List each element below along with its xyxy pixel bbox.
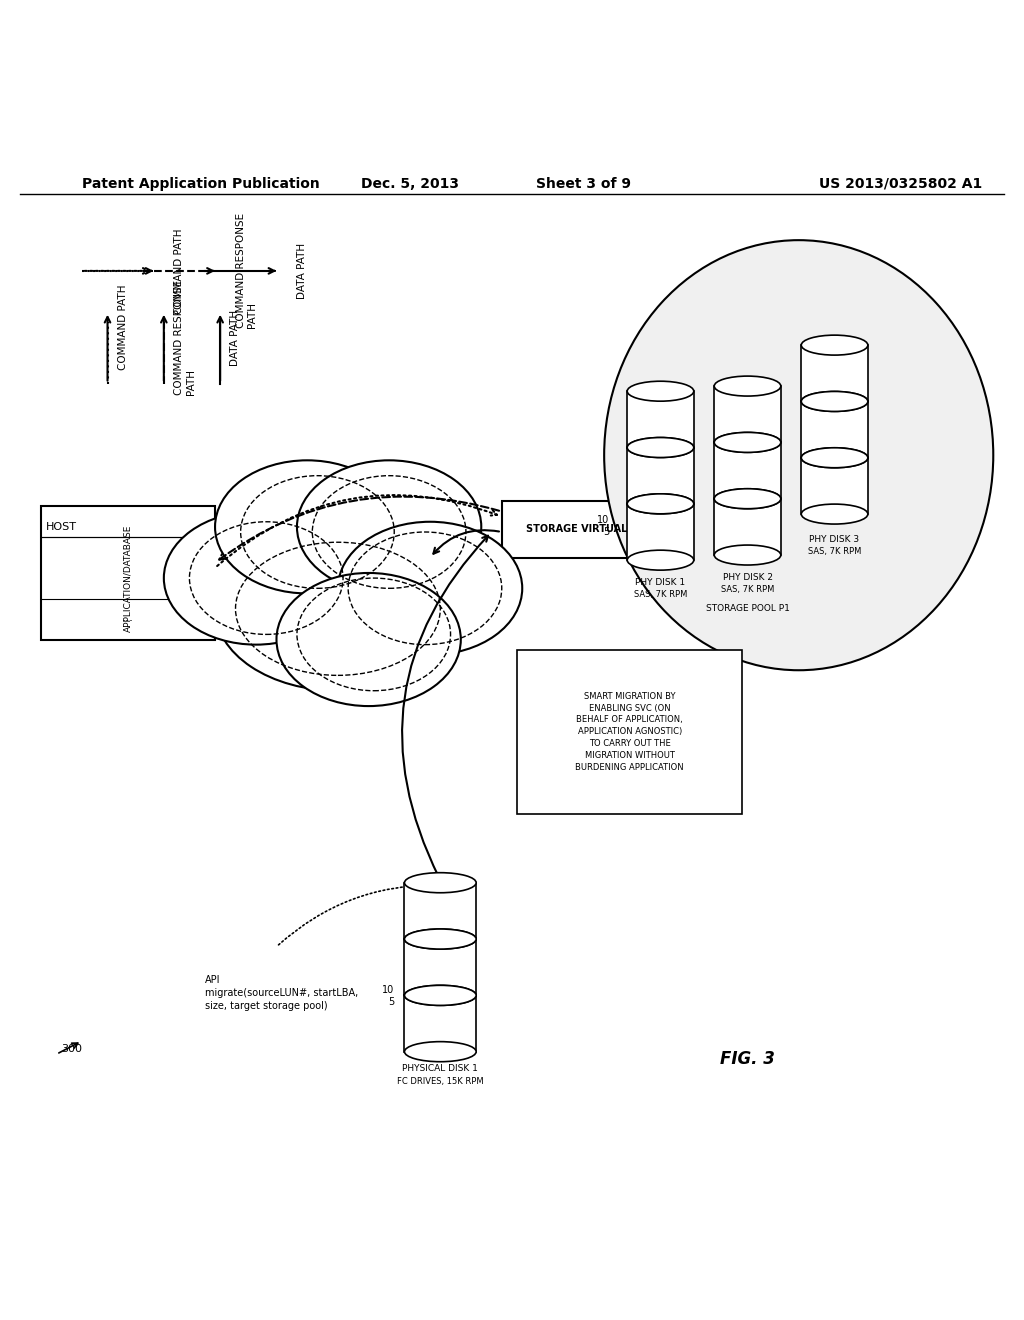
Ellipse shape [627, 494, 694, 513]
Ellipse shape [801, 392, 867, 412]
Text: /dev/sda1: /dev/sda1 [417, 886, 464, 895]
Ellipse shape [604, 240, 993, 671]
Ellipse shape [715, 433, 781, 453]
Text: PHY DISK 1: PHY DISK 1 [636, 578, 685, 587]
FancyBboxPatch shape [801, 458, 867, 513]
FancyBboxPatch shape [627, 504, 694, 560]
Ellipse shape [627, 494, 694, 513]
FancyBboxPatch shape [404, 995, 476, 1052]
Ellipse shape [404, 985, 476, 1006]
FancyBboxPatch shape [801, 345, 867, 401]
Text: 5: 5 [388, 997, 394, 1007]
Ellipse shape [627, 437, 694, 458]
Ellipse shape [715, 376, 781, 396]
Text: COMMAND PATH: COMMAND PATH [174, 228, 184, 314]
Ellipse shape [164, 512, 348, 644]
Text: FC DRIVES, 15K RPM: FC DRIVES, 15K RPM [397, 1077, 483, 1086]
FancyBboxPatch shape [502, 502, 676, 557]
Ellipse shape [715, 545, 781, 565]
Text: COMMAND RESPONSE
PATH: COMMAND RESPONSE PATH [236, 214, 257, 329]
Ellipse shape [627, 550, 694, 570]
Ellipse shape [801, 447, 867, 467]
Text: Patent Application Publication: Patent Application Publication [82, 177, 319, 191]
Ellipse shape [215, 461, 399, 594]
Text: SAS, 7K RPM: SAS, 7K RPM [721, 585, 774, 594]
Text: 300: 300 [61, 1044, 83, 1055]
Text: SAS, 7K RPM: SAS, 7K RPM [634, 590, 687, 599]
Ellipse shape [801, 335, 867, 355]
Text: 5: 5 [603, 527, 609, 537]
Text: DATA PATH: DATA PATH [230, 309, 241, 366]
FancyBboxPatch shape [517, 649, 742, 813]
Text: PHY DISK 3: PHY DISK 3 [810, 535, 859, 544]
Ellipse shape [801, 504, 867, 524]
Ellipse shape [801, 447, 867, 467]
Text: Dec. 5, 2013: Dec. 5, 2013 [360, 177, 459, 191]
FancyBboxPatch shape [404, 939, 476, 995]
Ellipse shape [404, 1041, 476, 1061]
Ellipse shape [715, 433, 781, 453]
FancyBboxPatch shape [801, 401, 867, 458]
FancyBboxPatch shape [41, 507, 215, 639]
Ellipse shape [215, 527, 461, 690]
Ellipse shape [404, 929, 476, 949]
Ellipse shape [627, 437, 694, 458]
Text: Sheet 3 of 9: Sheet 3 of 9 [537, 177, 631, 191]
Ellipse shape [297, 461, 481, 594]
Ellipse shape [715, 488, 781, 508]
Ellipse shape [627, 381, 694, 401]
Text: APPLICATION/DATABASE: APPLICATION/DATABASE [124, 524, 132, 632]
Text: SMART MIGRATION BY
ENABLING SVC (ON
BEHALF OF APPLICATION,
APPLICATION AGNOSTIC): SMART MIGRATION BY ENABLING SVC (ON BEHA… [575, 692, 684, 772]
Ellipse shape [276, 573, 461, 706]
FancyBboxPatch shape [404, 883, 476, 939]
Text: 10: 10 [597, 515, 609, 525]
Text: COMMAND RESPONSE
PATH: COMMAND RESPONSE PATH [174, 280, 196, 395]
FancyBboxPatch shape [627, 391, 694, 447]
Ellipse shape [715, 488, 781, 508]
FancyBboxPatch shape [715, 385, 780, 442]
Text: DATA PATH: DATA PATH [297, 243, 307, 298]
Text: PHY DISK 2: PHY DISK 2 [723, 573, 772, 582]
Text: SAS, 7K RPM: SAS, 7K RPM [808, 548, 861, 556]
Text: FIG. 3: FIG. 3 [720, 1051, 775, 1068]
Text: STORAGE VIRTUALIZER: STORAGE VIRTUALIZER [525, 524, 652, 535]
Text: API
migrate(sourceLUN#, startLBA,
size, target storage pool): API migrate(sourceLUN#, startLBA, size, … [205, 974, 358, 1011]
Text: PHYSICAL DISK 1: PHYSICAL DISK 1 [402, 1064, 478, 1073]
Text: HOST: HOST [46, 521, 77, 532]
Text: 10: 10 [382, 985, 394, 995]
Ellipse shape [404, 873, 476, 892]
Text: US 2013/0325802 A1: US 2013/0325802 A1 [819, 177, 983, 191]
Ellipse shape [338, 521, 522, 655]
Ellipse shape [404, 929, 476, 949]
Text: COMMAND PATH: COMMAND PATH [118, 284, 128, 370]
Text: ...: ... [122, 611, 134, 624]
Ellipse shape [404, 985, 476, 1006]
Ellipse shape [801, 392, 867, 412]
FancyBboxPatch shape [715, 442, 780, 499]
FancyBboxPatch shape [627, 447, 694, 504]
FancyBboxPatch shape [715, 499, 780, 554]
Text: STORAGE POOL P1: STORAGE POOL P1 [706, 603, 790, 612]
